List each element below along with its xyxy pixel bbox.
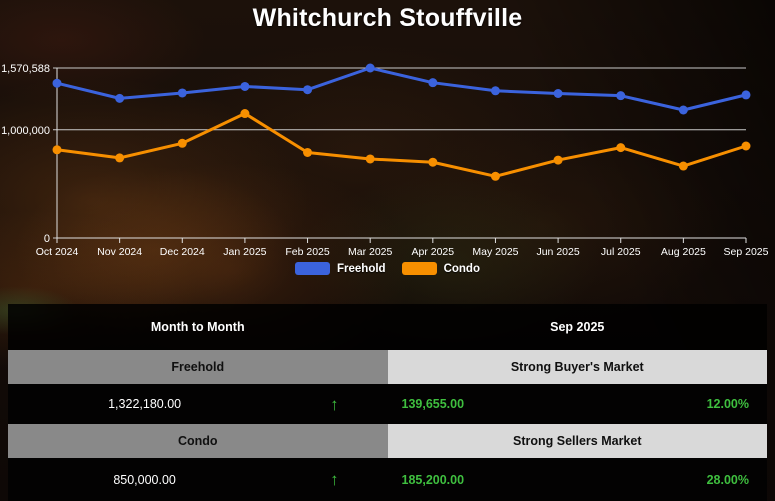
svg-text:Sep 2025: Sep 2025 [724, 246, 769, 258]
condo-label-row: Condo Strong Sellers Market [8, 424, 767, 458]
svg-text:Aug 2025: Aug 2025 [661, 246, 706, 258]
legend-label-freehold: Freehold [337, 262, 386, 275]
header-current-month: Sep 2025 [550, 320, 605, 334]
svg-text:Apr 2025: Apr 2025 [412, 246, 455, 258]
freehold-change-percent: 12.00% [706, 397, 749, 411]
condo-change-percent: 28.00% [706, 472, 749, 487]
price-trend-chart: 0 1,000,000 1,570,588 Oct 2024 Nov 2024 Dec 2… [1, 63, 769, 258]
freehold-label-row: Freehold Strong Buyer's Market [8, 350, 767, 384]
condo-price-value: 850,000.00 [113, 472, 176, 487]
freehold-price-value: 1,322,180.00 [108, 397, 182, 411]
svg-text:Jul 2025: Jul 2025 [601, 246, 641, 258]
svg-text:1,000,000: 1,000,000 [1, 125, 50, 137]
freehold-market-status: Strong Buyer's Market [387, 350, 767, 384]
condo-swatch-icon [401, 262, 437, 275]
condo-up-arrow-icon: ↑ [330, 470, 339, 489]
freehold-data-row: 1,322,180.00 ↑ 139,655.00 12.00% [8, 384, 767, 424]
condo-market-status: Strong Sellers Market [387, 424, 767, 458]
freehold-category-label: Freehold [8, 350, 388, 384]
svg-text:Jan 2025: Jan 2025 [223, 246, 266, 258]
condo-category-label: Condo [8, 424, 388, 458]
table-header-row: Month to Month Sep 2025 [8, 304, 767, 350]
svg-text:May 2025: May 2025 [472, 246, 518, 258]
market-summary-table: Month to Month Sep 2025 Freehold Strong … [8, 304, 767, 501]
svg-text:0: 0 [44, 233, 50, 245]
condo-change-value: 185,200.00 [401, 472, 465, 487]
header-month-to-month: Month to Month [150, 320, 245, 334]
page-title: Whitchurch Stouffville [252, 4, 523, 32]
legend-item-condo: Condo [401, 262, 480, 275]
chart-legend: Freehold Condo [0, 262, 775, 275]
svg-text:Feb 2025: Feb 2025 [285, 246, 330, 258]
condo-data-row: 850,000.00 ↑ 185,200.00 28.00% [8, 458, 767, 501]
svg-text:Mar 2025: Mar 2025 [348, 246, 393, 258]
svg-text:Jun 2025: Jun 2025 [536, 246, 579, 258]
freehold-swatch-icon [295, 262, 331, 275]
svg-text:Nov 2024: Nov 2024 [97, 246, 142, 258]
legend-label-condo: Condo [443, 262, 480, 275]
svg-text:Dec 2024: Dec 2024 [160, 246, 205, 258]
svg-text:1,570,588: 1,570,588 [1, 63, 50, 75]
freehold-up-arrow-icon: ↑ [330, 394, 339, 414]
legend-item-freehold: Freehold [295, 262, 386, 275]
svg-text:Oct 2024: Oct 2024 [36, 246, 79, 258]
freehold-change-value: 139,655.00 [401, 397, 465, 411]
